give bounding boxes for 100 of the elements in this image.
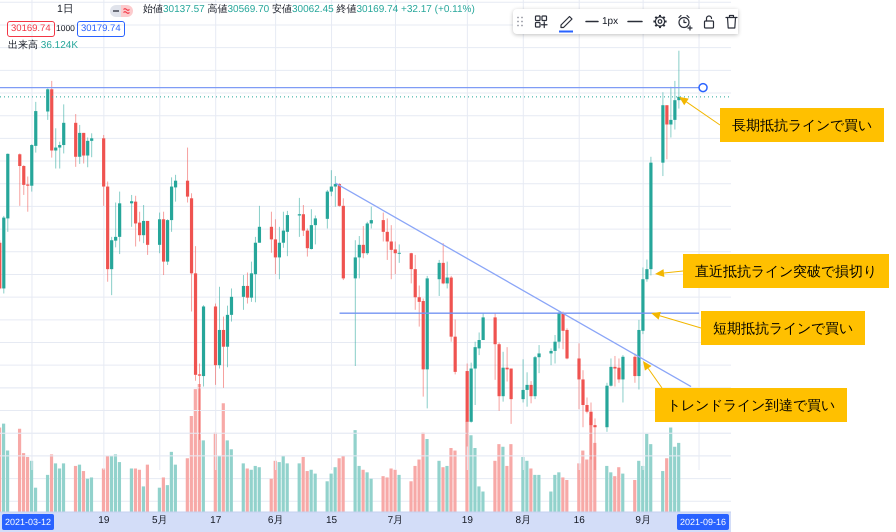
bar xyxy=(274,460,277,512)
bar xyxy=(669,428,672,512)
x-tick-label: 17 xyxy=(210,515,222,526)
bar xyxy=(469,435,473,512)
bar xyxy=(146,464,149,512)
bar xyxy=(18,428,22,512)
annotation: 短期抵抗ラインで買い xyxy=(713,320,853,336)
bar xyxy=(198,384,201,512)
bar xyxy=(437,460,441,512)
bar xyxy=(342,456,345,512)
text: 1000 xyxy=(56,23,75,33)
bar xyxy=(298,463,301,512)
bar xyxy=(645,434,648,512)
bar xyxy=(389,468,393,512)
bar xyxy=(314,474,317,512)
bar xyxy=(621,474,624,512)
x-tick-label: 16 xyxy=(574,515,586,526)
bar xyxy=(214,432,217,512)
bar xyxy=(441,467,445,512)
x-tick-label: 7月 xyxy=(388,515,404,526)
x-tick-label: 8月 xyxy=(516,515,532,526)
bar xyxy=(537,474,540,512)
bar xyxy=(605,466,608,512)
x-tick-label: 6月 xyxy=(268,515,284,526)
bar xyxy=(130,468,134,512)
x-tick-label: 9月 xyxy=(635,515,651,526)
bar xyxy=(366,472,369,512)
text: 2021-09-16 xyxy=(680,517,726,527)
bar xyxy=(338,458,341,512)
bar xyxy=(62,463,66,512)
bar xyxy=(218,456,221,512)
bar xyxy=(637,460,640,512)
bar xyxy=(529,468,532,512)
bar xyxy=(250,470,253,512)
bar xyxy=(425,439,429,512)
bar xyxy=(110,456,114,512)
bar xyxy=(661,471,664,512)
bar xyxy=(222,403,225,512)
bar xyxy=(254,466,257,512)
bar xyxy=(258,467,261,512)
bar xyxy=(453,450,457,512)
bar xyxy=(421,432,425,512)
bar xyxy=(158,488,161,512)
bar xyxy=(170,452,173,512)
bar xyxy=(677,442,680,512)
bar xyxy=(501,446,505,512)
bar xyxy=(665,458,668,512)
bar xyxy=(86,478,90,512)
bar xyxy=(617,467,620,512)
bar xyxy=(581,450,584,512)
bar xyxy=(242,463,245,512)
bar xyxy=(50,454,54,512)
bar xyxy=(54,463,58,512)
bar xyxy=(90,477,94,512)
bar xyxy=(74,466,78,512)
bar xyxy=(46,474,50,512)
chart-title: 1日 xyxy=(57,3,74,15)
bar xyxy=(445,466,449,512)
text: 2021-03-12 xyxy=(5,517,52,527)
bar xyxy=(354,430,357,512)
bar xyxy=(78,464,82,512)
bar xyxy=(362,470,365,512)
bar xyxy=(26,456,30,512)
annotation: トレンドライン到達で買い xyxy=(667,397,835,413)
bar xyxy=(633,480,636,512)
bar xyxy=(282,456,285,512)
x-tick-label: 15 xyxy=(326,515,338,526)
bar xyxy=(246,468,249,512)
bar xyxy=(302,456,305,512)
bar xyxy=(561,477,564,512)
text: 30169.74 xyxy=(11,23,51,34)
x-tick-label: 5月 xyxy=(152,515,168,526)
annotation: 直近抵抗ライン突破で損切り xyxy=(695,263,877,279)
bar xyxy=(162,477,165,512)
annotation: 出来高 36.124K xyxy=(8,40,78,51)
bar xyxy=(533,474,536,512)
bar xyxy=(226,440,229,512)
bar xyxy=(82,471,86,512)
bar xyxy=(557,472,560,512)
bar xyxy=(310,470,313,512)
bar xyxy=(381,476,385,512)
text: 30179.74 xyxy=(81,23,121,34)
bar xyxy=(525,460,528,512)
bar xyxy=(138,470,142,512)
annotation: 長期抵抗ラインで買い xyxy=(732,117,872,133)
bar xyxy=(393,470,397,512)
bar xyxy=(397,474,401,512)
bar xyxy=(334,467,337,512)
bar xyxy=(114,454,118,512)
bar xyxy=(553,474,556,512)
bar xyxy=(202,440,205,512)
bar xyxy=(449,448,453,512)
bar xyxy=(509,444,513,512)
bar xyxy=(565,480,568,512)
bar xyxy=(106,456,110,512)
bar xyxy=(134,468,138,512)
bar xyxy=(2,424,6,512)
bar xyxy=(497,444,501,512)
text: 始値30137.57 高値30569.70 安値30062.45 終値30169.74 +32.17 (+0.11%) xyxy=(143,4,475,15)
bar xyxy=(142,486,146,512)
